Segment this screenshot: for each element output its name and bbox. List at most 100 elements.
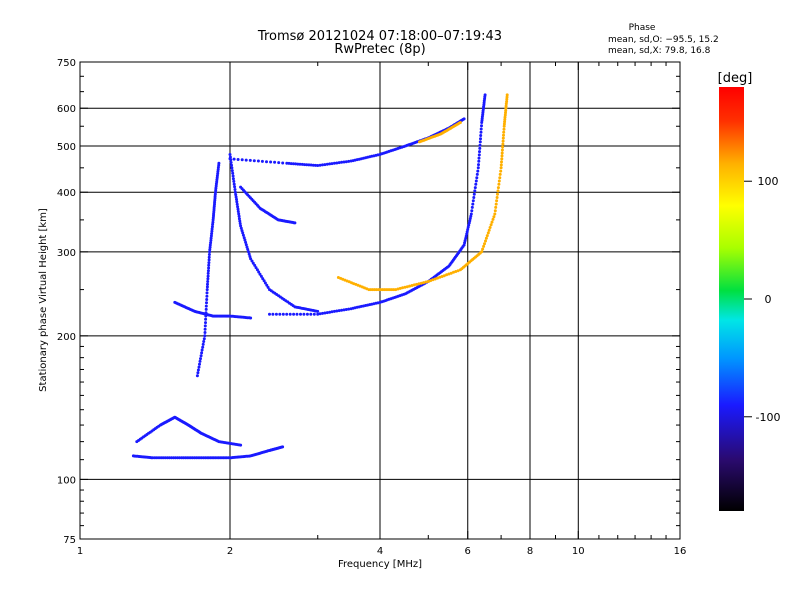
echo-point [258,272,262,276]
echo-point [408,284,412,288]
echo-point [477,156,481,160]
echo-point [335,309,339,313]
echo-point [296,162,300,166]
echo-point [208,245,212,249]
echo-point [202,337,206,341]
echo-point [505,95,509,99]
echo-point [204,304,208,308]
echo-point [245,245,249,249]
echo-point [248,158,252,162]
echo-point [496,189,500,193]
echo-point [251,261,255,265]
echo-point [501,145,505,149]
echo-point [477,163,480,167]
echo-point [477,159,481,163]
echo-point [473,189,477,193]
y-tick-label: 500 [57,142,76,153]
echo-point [206,271,210,275]
echo-point [232,157,236,161]
echo-point [256,159,260,163]
echo-point [203,331,207,334]
echo-point [426,280,430,283]
echo-point [206,280,210,283]
echo-point [231,171,235,175]
echo-point [161,456,165,460]
echo-point [266,285,270,289]
echo-point [252,159,256,163]
phase-heading: Phase [629,23,656,33]
echo-point [490,220,494,224]
echo-point [503,120,507,124]
echo-point [241,233,245,237]
echo-point [493,212,497,216]
echo-point [155,456,159,460]
echo-trace [131,445,285,460]
echo-point [337,161,341,165]
echo-point [198,359,202,363]
echo-point [499,166,503,170]
echo-point [311,163,315,167]
x-tick-label: 16 [674,546,687,557]
echo-point [211,220,215,224]
echo-point [502,130,506,134]
echo-point [277,161,281,165]
echo-point [503,113,507,117]
echo-point [293,221,297,225]
echo-point [504,102,508,106]
echo-point [314,163,317,167]
echo-point [398,286,402,290]
echo-point [234,193,238,197]
echo-point [422,281,426,285]
echo-point [483,242,486,246]
echo-point [174,456,177,460]
echo-point [494,205,498,209]
colorbar-tick-label: -100 [756,411,781,424]
echo-point [248,255,252,258]
echo-point [195,374,199,378]
x-tick-label: 1 [77,546,83,557]
echo-point [445,273,449,277]
echo-point [480,124,483,128]
echo-point [309,312,313,316]
echo-point [210,232,214,236]
echo-point [206,277,210,281]
echo-point [236,207,240,211]
echo-point [238,219,242,223]
echo-point [305,163,309,167]
echo-point [203,327,207,331]
echo-point [447,272,451,276]
echo-point [208,250,212,254]
echo-point [263,281,267,285]
echo-trace [195,161,221,378]
echo-point [504,104,508,108]
echo-point [203,324,207,328]
y-tick-label: 200 [57,332,76,343]
echo-point [206,274,210,278]
colorbar-tick-label: 100 [758,175,779,188]
echo-point [246,247,250,251]
x-tick-label: 6 [465,546,471,557]
echo-point [487,228,491,232]
echo-point [261,277,265,281]
echo-point [500,151,504,155]
echo-point [474,179,478,183]
echo-point [316,309,320,313]
echo-point [458,121,462,124]
echo-point [442,274,446,278]
echo-point [499,169,503,173]
echo-point [204,317,208,321]
echo-point [234,195,238,199]
echo-point [330,310,334,314]
echo-point [233,190,237,194]
echo-point [278,312,282,316]
echo-point [257,270,261,274]
echo-point [501,139,505,143]
echo-point [309,163,313,167]
echo-point [241,231,245,235]
echo-point [488,226,492,229]
echo-point [501,142,505,146]
echo-point [325,162,329,166]
echo-point [169,456,173,460]
echo-point [207,263,211,267]
echo-point [253,263,257,267]
